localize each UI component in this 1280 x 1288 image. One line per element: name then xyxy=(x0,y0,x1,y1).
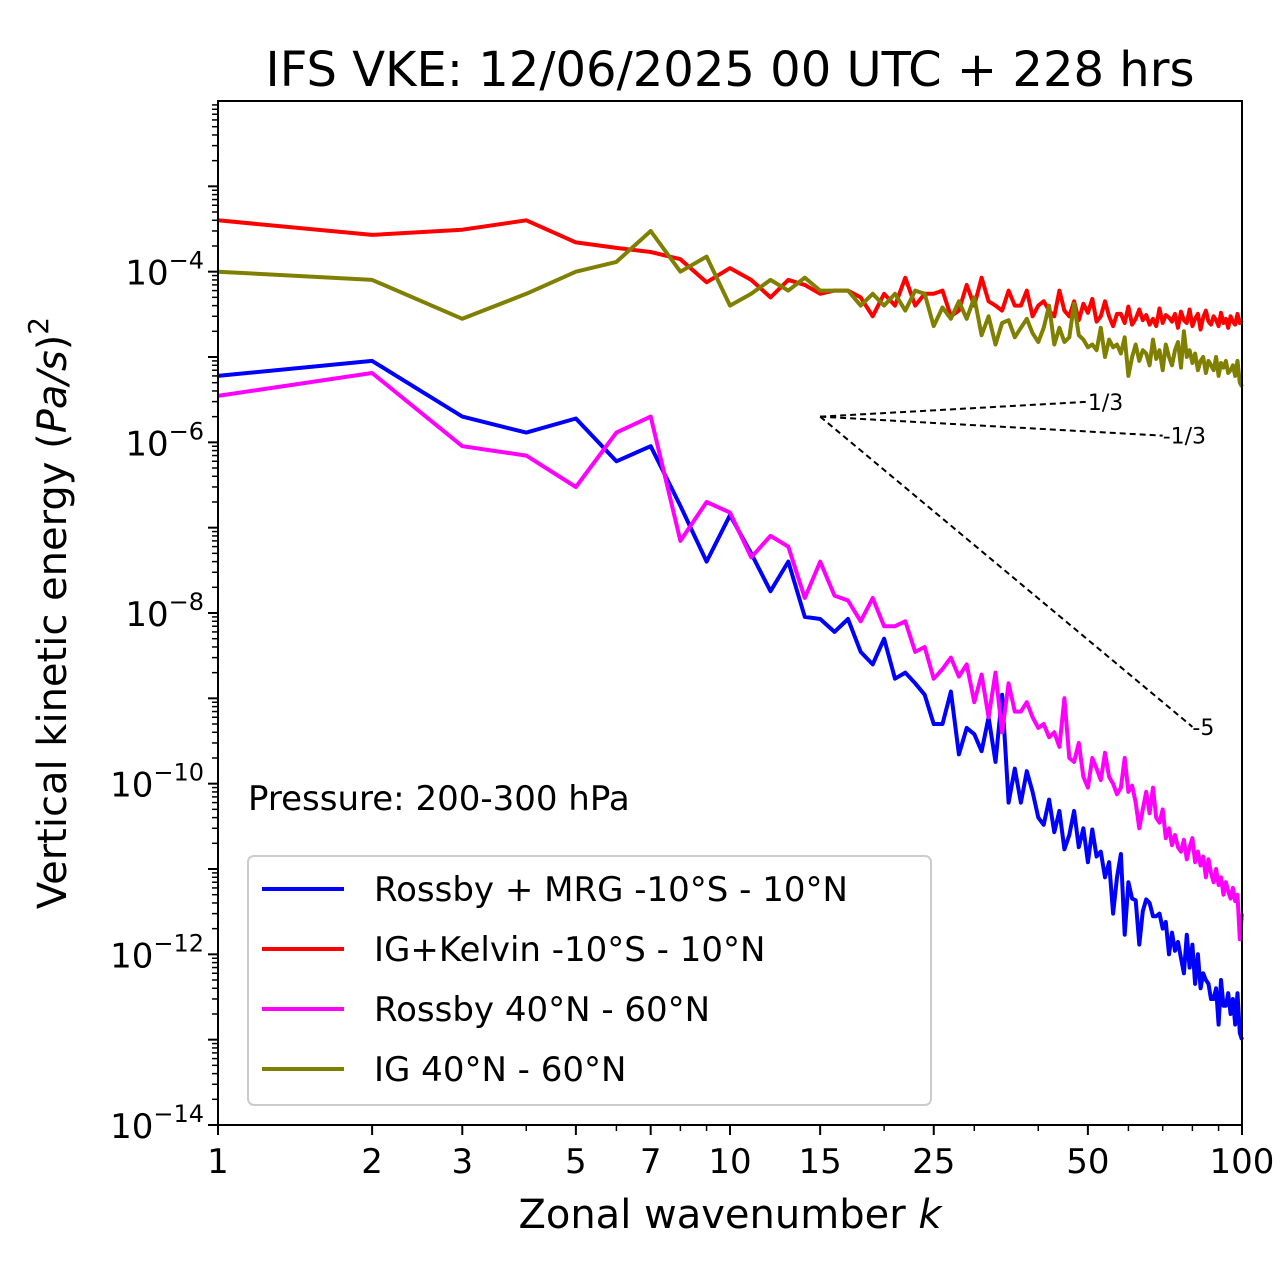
x-tick-label: 2 xyxy=(361,1142,383,1182)
slope-label-1: 1/3 xyxy=(1088,391,1123,416)
x-axis-label: Zonal wavenumber k xyxy=(518,1192,943,1238)
x-tick-label: 1 xyxy=(207,1142,229,1182)
legend-label-4: IG 40°N - 60°N xyxy=(374,1050,626,1090)
slope-label-2: -1/3 xyxy=(1163,425,1206,450)
x-tick-label: 10 xyxy=(708,1142,751,1182)
legend-label-1: Rossby + MRG -10°S - 10°N xyxy=(374,870,848,910)
y-tick-label: 10−10 xyxy=(110,759,204,806)
slope-lines: 1/3 -1/3 -5 xyxy=(819,391,1214,741)
slope-line-1 xyxy=(820,400,1088,418)
y-axis-label: Vertical kinetic energy (Pa/s)2 xyxy=(22,317,76,909)
legend-frame xyxy=(247,855,932,1106)
chart-title: IFS VKE: 12/06/2025 00 UTC + 228 hrs xyxy=(266,42,1195,98)
slope-line-3 xyxy=(819,415,1194,728)
legend-label-3: Rossby 40°N - 60°N xyxy=(374,990,710,1030)
x-tick-label: 25 xyxy=(912,1142,955,1182)
pressure-annotation: Pressure: 200-300 hPa xyxy=(248,779,630,819)
legend: Rossby + MRG -10°S - 10°N IG+Kelvin -10°S… xyxy=(247,855,932,1106)
series-line-1 xyxy=(217,358,1244,1041)
slope-line-2 xyxy=(820,415,1163,437)
series-layer xyxy=(217,218,1244,1041)
y-tick-label: 10−14 xyxy=(110,1100,204,1147)
x-tick-label: 15 xyxy=(799,1142,842,1182)
y-tick-label: 10−8 xyxy=(125,588,204,635)
slope-label-3: -5 xyxy=(1192,716,1214,741)
legend-items: Rossby + MRG -10°S - 10°N IG+Kelvin -10°S… xyxy=(262,870,848,1090)
series-line-2 xyxy=(217,218,1244,332)
x-tick-label: 50 xyxy=(1066,1142,1109,1182)
series-line-3 xyxy=(217,371,1244,942)
x-axis: 1 2 3 5 7 10 15 25 50 100 xyxy=(207,1125,1274,1182)
y-tick-label: 10−12 xyxy=(110,929,204,976)
y-axis: 10−4 10−6 10−8 10−10 10−12 10−14 xyxy=(110,104,218,1147)
legend-label-2: IG+Kelvin -10°S - 10°N xyxy=(374,930,765,970)
x-tick-label: 3 xyxy=(451,1142,473,1182)
y-tick-label: 10−6 xyxy=(125,417,204,464)
x-tick-label: 7 xyxy=(640,1142,662,1182)
y-tick-label: 10−4 xyxy=(125,247,204,294)
series-line-4 xyxy=(217,229,1244,388)
x-tick-label: 100 xyxy=(1210,1142,1275,1182)
x-tick-label: 5 xyxy=(565,1142,587,1182)
